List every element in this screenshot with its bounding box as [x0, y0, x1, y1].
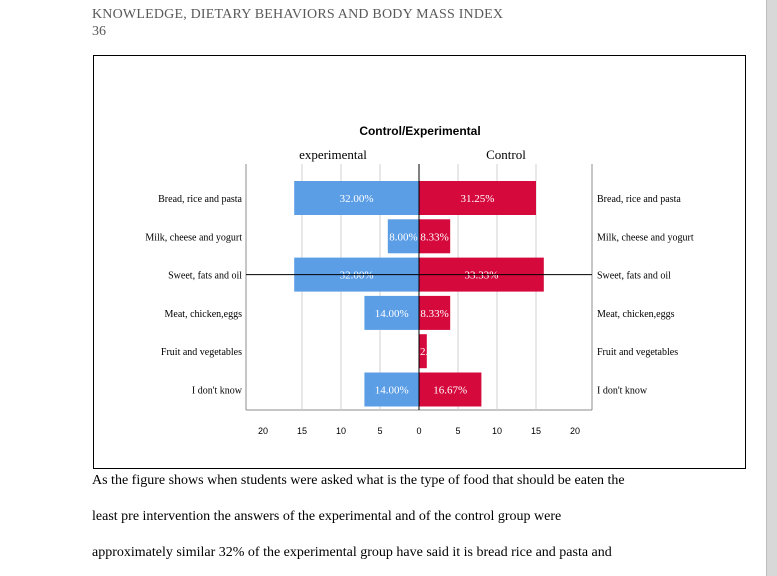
category-label-right: Fruit and vegetables — [597, 347, 678, 358]
bar-control — [419, 334, 427, 369]
x-tick-label: 15 — [297, 426, 307, 436]
bar-control — [419, 219, 451, 254]
running-head: KNOWLEDGE, DIETARY BEHAVIORS AND BODY MA… — [92, 7, 504, 22]
data-label-control: 2. — [420, 346, 429, 358]
bar-experimental — [364, 372, 419, 407]
data-label-control: 33.33% — [464, 270, 498, 282]
series-label-experimental: experimental — [299, 147, 367, 162]
bar-control — [419, 372, 482, 407]
category-label-right: Bread, rice and pasta — [597, 194, 681, 205]
x-tick-label: 0 — [416, 426, 421, 436]
data-label-control: 8.33% — [420, 308, 448, 320]
category-label-left: Meat, chicken,eggs — [165, 309, 243, 320]
figure-frame: Control/Experimental experimental Contro… — [93, 55, 746, 469]
x-tick-label: 20 — [570, 426, 580, 436]
data-label-experimental: 14.00% — [375, 385, 409, 397]
category-label-right: Milk, cheese and yogurt — [597, 232, 694, 243]
chart-title: Control/Experimental — [359, 124, 480, 138]
x-tick-label: 5 — [377, 426, 382, 436]
data-label-experimental: 8.00% — [389, 231, 417, 243]
x-tick-label: 15 — [531, 426, 541, 436]
data-label-control: 16.67% — [433, 385, 467, 397]
data-label-control: 8.33% — [420, 231, 448, 243]
page-number: 36 — [92, 24, 106, 39]
x-tick-label: 10 — [336, 426, 346, 436]
category-label-right: Meat, chicken,eggs — [597, 309, 675, 320]
body-paragraph-line-2: least pre intervention the answers of th… — [92, 509, 562, 524]
category-label-left: Milk, cheese and yogurt — [145, 232, 242, 243]
category-label-left: Sweet, fats and oil — [168, 271, 242, 282]
bar-experimental — [387, 219, 419, 254]
bar-experimental — [364, 295, 419, 330]
category-label-left: I don't know — [192, 386, 243, 397]
data-label-experimental: 32.00% — [340, 270, 374, 282]
category-label-right: Sweet, fats and oil — [597, 271, 671, 282]
page-edge — [766, 0, 777, 576]
category-label-left: Fruit and vegetables — [161, 347, 242, 358]
series-label-control: Control — [486, 147, 526, 162]
pyramid-chart: Control/Experimental experimental Contro… — [94, 56, 745, 468]
body-paragraph-line-1: As the figure shows when students were a… — [92, 473, 625, 488]
bar-control — [419, 181, 536, 215]
body-paragraph-line-3: approximately similar 32% of the experim… — [92, 545, 612, 560]
x-tick-label: 20 — [258, 426, 268, 436]
data-label-control: 31.25% — [461, 193, 495, 205]
data-label-experimental: 32.00% — [340, 193, 374, 205]
category-label-right: I don't know — [597, 386, 648, 397]
data-label-experimental: 14.00% — [375, 308, 409, 320]
bar-control — [419, 295, 451, 330]
x-tick-label: 5 — [455, 426, 460, 436]
x-tick-label: 10 — [492, 426, 502, 436]
bar-experimental — [294, 181, 419, 215]
category-label-left: Bread, rice and pasta — [158, 194, 242, 205]
